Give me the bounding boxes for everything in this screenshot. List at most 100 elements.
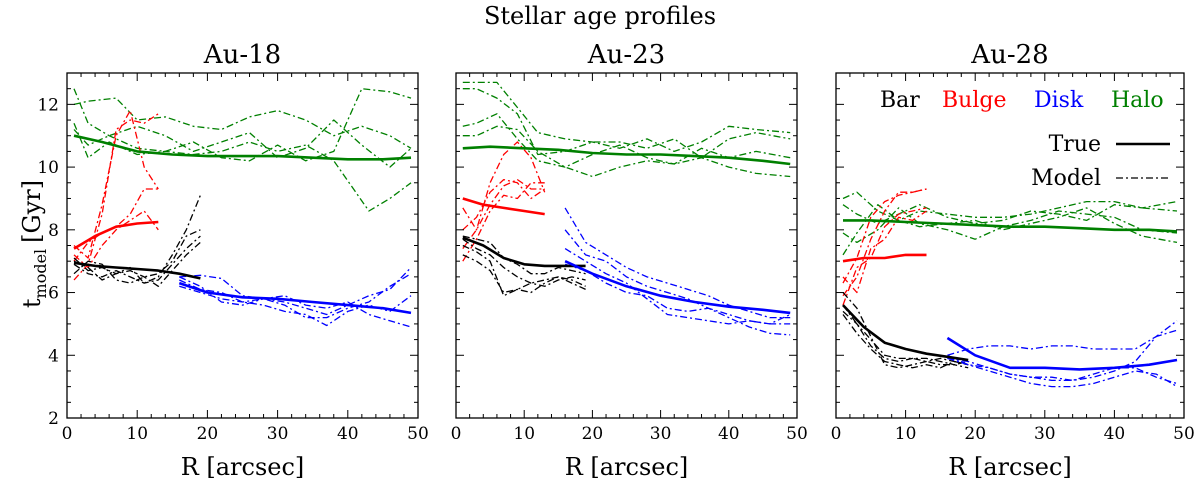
series-halo-model [73,88,412,162]
series-disk-model [564,229,791,325]
series-bar-model [842,292,969,369]
x-tick-label: 20 [582,424,604,444]
series-halo-model [842,204,1178,256]
legend-true: True [1049,132,1101,157]
series-halo-model [462,81,791,153]
panel-au-18: Au-18 0 10 20 30 40 50 2 4 6 8 10 12 R [arcsec] [37,40,428,481]
series-halo-true [462,145,791,166]
series-halo-model [73,97,412,149]
y-tick-label: 2 [48,409,59,429]
series-halo-model [462,113,791,168]
panels: Au-18 0 10 20 30 40 50 2 4 6 8 10 12 R [arcsec] Au-23 0… [37,40,1194,481]
series-bulge-true [842,253,927,263]
series-bulge-model [73,109,159,259]
panel-au-23: Au-23 0 10 20 30 40 50 R [arcsec] [451,40,808,481]
series-disk-model [179,276,412,328]
x-tick-label: 30 [267,424,289,444]
series-bulge-model [462,141,546,231]
series-disk-model [947,357,1178,388]
y-axis-label-main: t [18,298,46,308]
x-tick-label: 50 [1173,424,1195,444]
legend-model: Model [1031,166,1101,191]
series-halo-model [842,200,1178,225]
series-halo-model [462,88,791,159]
series-bulge-model [462,178,546,231]
series-disk-model [179,267,412,316]
series-bulge-model [462,178,545,249]
y-tick-label: 12 [37,95,59,115]
series-disk-model [179,279,412,327]
series-disk-true [178,281,412,315]
legend-bulge: Bulge [942,88,1006,113]
panel-frame [66,72,419,419]
series-bar-true [842,304,969,362]
panel-title: Au-28 [970,40,1048,70]
series-bar-model [73,235,201,284]
y-tick-label: 10 [37,158,59,178]
series-disk-model [947,320,1178,356]
panel-frame [455,72,798,419]
legend-bar: Bar [880,88,920,113]
panel-title: Au-18 [203,40,281,70]
x-tick-label: 0 [451,424,462,444]
series-halo-model [73,119,412,168]
series-disk-model [564,263,791,336]
y-tick-label: 4 [48,346,59,366]
x-tick-label: 10 [126,424,148,444]
x-tick-label: 50 [407,424,429,444]
x-tick-label: 20 [964,424,986,444]
x-axis-label: R [arcsec] [181,453,305,481]
series-disk-model [564,207,791,319]
series-disk-model [564,248,791,325]
series-bulge-model [842,210,927,294]
series-bulge-true [462,197,545,216]
y-axis-label: tmodel [Gyr] [18,180,50,308]
y-axis-label-unit: [Gyr] [18,180,46,243]
series-bar-model [462,244,586,297]
series-bulge-model [842,207,927,306]
series-bar-model [462,254,586,294]
series-bar-model [73,229,201,284]
y-axis-label-sub: model [31,249,50,299]
series-bar-model [73,195,202,284]
x-tick-label: 10 [895,424,917,444]
legend-disk: Disk [1034,88,1084,113]
series-bulge-model [842,188,927,297]
y-tick-label: 6 [48,284,59,304]
x-axis-label: R [arcsec] [948,453,1072,481]
series-halo-model [842,191,1178,222]
series-bar-model [73,241,201,287]
legend: Bar Bulge Disk Halo True Model [880,88,1170,191]
series-bulge-true [73,220,159,250]
x-tick-label: 0 [831,424,842,444]
panel-au-28: Au-28 0 10 20 30 40 50 R [arcsec] [831,40,1195,481]
panel-title: Au-23 [587,40,665,70]
y-tick-label: 8 [48,221,59,241]
series-bulge-model [462,182,545,262]
series-disk-model [179,273,412,319]
series-bar-model [462,235,586,275]
series-halo-true [843,219,1178,233]
x-tick-label: 40 [337,424,359,444]
series-bar-model [842,310,969,366]
x-tick-label: 30 [1034,424,1056,444]
series-bulge-model [73,188,159,262]
figure-title: Stellar age profiles [484,2,716,30]
series-disk-model [947,329,1178,382]
series-halo-true [73,134,412,161]
series-halo-model [73,122,412,212]
series-bulge-model [73,210,159,269]
x-tick-label: 20 [197,424,219,444]
x-tick-label: 10 [513,424,535,444]
x-tick-label: 30 [650,424,672,444]
x-tick-label: 0 [62,424,73,444]
x-tick-label: 40 [718,424,740,444]
x-axis-label: R [arcsec] [565,453,689,481]
x-tick-label: 40 [1104,424,1126,444]
series-halo-model [462,125,791,178]
series-bar-true [462,236,586,268]
series-bar-model [842,314,969,369]
series-disk-model [947,354,1178,385]
legend-halo: Halo [1111,88,1164,113]
